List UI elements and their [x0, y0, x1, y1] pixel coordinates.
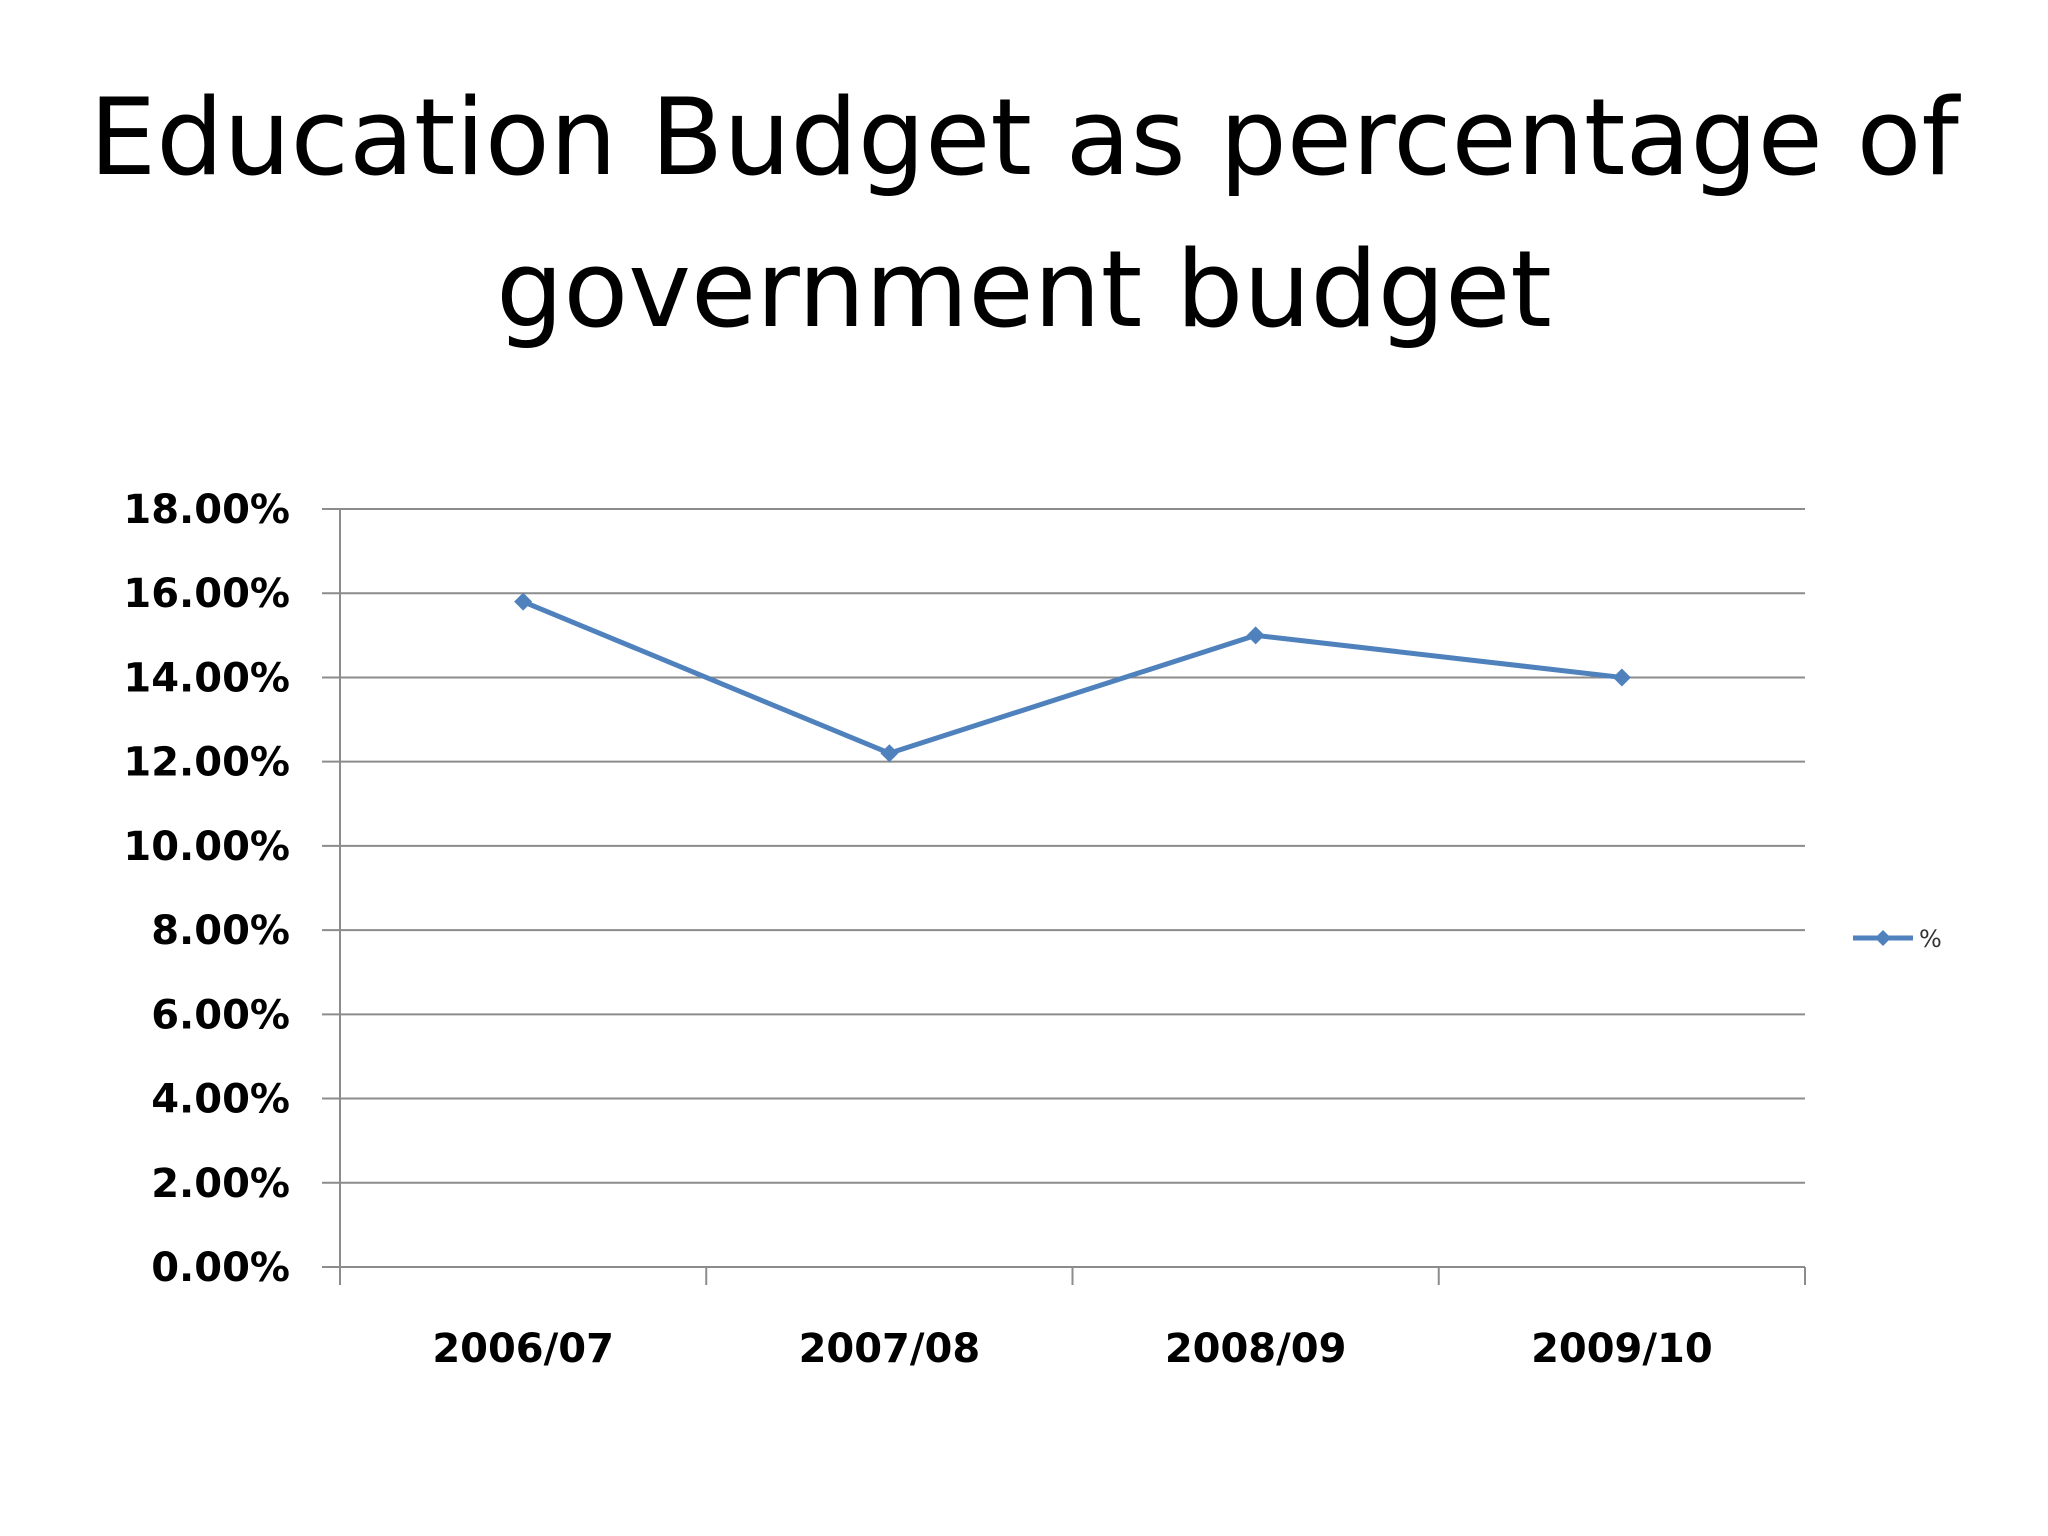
legend-marker	[1875, 930, 1891, 946]
y-tick-label: 4.00%	[151, 1077, 290, 1123]
y-tick-label: 10.00%	[123, 824, 290, 870]
x-tick-label: 2006/07	[432, 1326, 614, 1372]
data-point-marker	[1612, 668, 1631, 687]
data-point-marker	[1246, 626, 1265, 645]
series-line	[522, 599, 1623, 756]
data-point-marker	[514, 592, 533, 611]
gridlines	[322, 508, 1805, 1268]
y-tick-label: 6.00%	[151, 992, 290, 1038]
y-tick-label: 8.00%	[151, 908, 290, 954]
x-tick-label: 2009/10	[1531, 1326, 1713, 1372]
title-line-1: Education Budget as percentage of	[89, 76, 1959, 199]
x-tick-label: 2007/08	[799, 1326, 981, 1372]
y-axis-ticks: 0.00% 2.00% 4.00% 6.00% 8.00% 10.00% 12.00% 14.…	[123, 487, 290, 1291]
y-tick-label: 12.00%	[123, 740, 290, 786]
axes	[339, 509, 1806, 1285]
x-tick-label: 2008/09	[1165, 1326, 1347, 1372]
data-point-marker	[880, 744, 899, 763]
series-group	[514, 592, 1631, 763]
y-tick-label: 16.00%	[123, 571, 290, 617]
y-tick-label: 0.00%	[151, 1245, 290, 1291]
y-tick-label: 14.00%	[123, 655, 290, 701]
x-axis-ticks: 2006/07 2007/08 2008/09 2009/10	[432, 1326, 1712, 1372]
legend-label: %	[1919, 925, 1942, 953]
legend: %	[1853, 925, 1942, 953]
slide-title: Education Budget as percentage of govern…	[0, 62, 2048, 366]
title-line-2: government budget	[496, 228, 1552, 351]
y-tick-label: 18.00%	[123, 487, 290, 533]
y-tick-label: 2.00%	[151, 1161, 290, 1207]
